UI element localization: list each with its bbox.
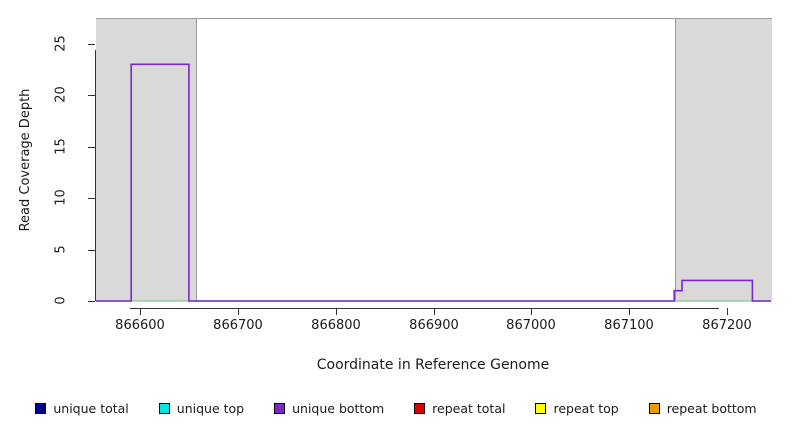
y-tick-mark (88, 301, 95, 302)
x-tick-label: 866600 (115, 318, 165, 333)
series-lines (96, 63, 771, 302)
legend-swatch-icon (414, 402, 426, 414)
x-tick-mark (336, 308, 337, 315)
y-tick-label: 5 (53, 245, 69, 254)
y-tick-label: 10 (53, 189, 69, 206)
legend-swatch-icon (158, 402, 170, 414)
plot-top-frame-line (96, 18, 771, 19)
legend-swatch-icon (535, 402, 547, 414)
plot-area (96, 18, 772, 302)
y-tick-mark (88, 95, 95, 96)
x-tick-label: 867100 (604, 318, 654, 333)
y-tick-mark (88, 250, 95, 251)
legend-item[interactable]: repeat top (535, 400, 619, 416)
y-axis-title: Read Coverage Depth (18, 88, 33, 232)
y-tick-mark (88, 147, 95, 148)
y-axis-line (95, 50, 96, 301)
legend-item-label: unique top (176, 400, 245, 416)
x-tick-mark (238, 308, 239, 315)
x-tick-label: 866800 (311, 318, 361, 333)
chart-legend: unique total unique top unique bottom repea… (0, 398, 792, 418)
x-tick-mark (727, 308, 728, 315)
x-tick-mark (434, 308, 435, 315)
y-tick-label: 15 (53, 138, 69, 155)
x-tick-mark (629, 308, 630, 315)
legend-item[interactable]: unique bottom (274, 401, 384, 416)
y-tick-mark (88, 198, 95, 199)
legend-swatch-icon (274, 402, 286, 414)
y-tick-label: 0 (53, 296, 69, 305)
x-tick-label: 866700 (213, 318, 263, 333)
series-unique-bottom (96, 63, 771, 302)
legend-item[interactable]: unique total (35, 400, 129, 416)
x-axis-line (130, 308, 719, 309)
legend-item[interactable]: unique top (158, 400, 245, 416)
legend-item-label: repeat bottom (666, 400, 757, 416)
legend-item-label: repeat top (553, 400, 619, 416)
y-tick-label: 25 (53, 35, 69, 52)
x-tick-mark (531, 308, 532, 315)
x-tick-label: 866900 (409, 318, 459, 333)
legend-item-label: unique total (53, 400, 129, 416)
legend-item-label: repeat total (432, 400, 506, 416)
y-tick-mark (88, 44, 95, 45)
shaded-region-left (96, 18, 197, 301)
x-tick-label: 867000 (506, 318, 556, 333)
legend-swatch-icon (35, 402, 47, 414)
legend-item-label: unique bottom (292, 400, 385, 416)
x-tick-mark (140, 308, 141, 315)
x-axis-title: Coordinate in Reference Genome (316, 357, 550, 373)
legend-item[interactable]: repeat bottom (648, 400, 757, 416)
legend-item[interactable]: repeat total (414, 401, 505, 416)
x-tick-label: 867200 (702, 318, 752, 333)
legend-swatch-icon (648, 402, 660, 414)
y-tick-label: 20 (53, 86, 69, 103)
shaded-region-right (675, 18, 772, 301)
